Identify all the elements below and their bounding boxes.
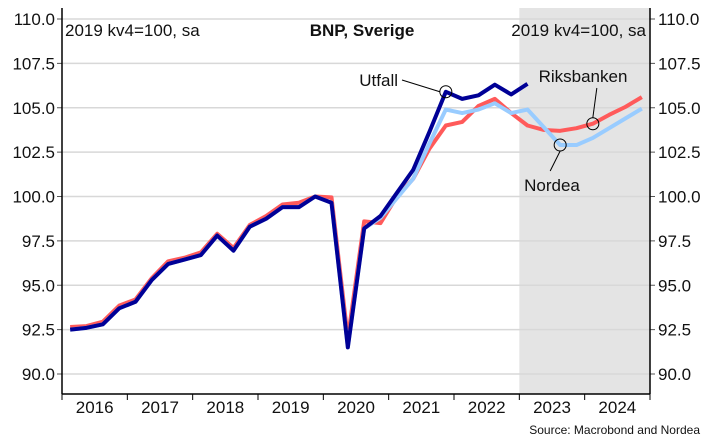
y-tick-label-right: 90.0 xyxy=(658,365,691,384)
annotation-leader xyxy=(549,150,561,172)
right-axis-label: 2019 kv4=100, sa xyxy=(511,21,646,40)
forecast-shade xyxy=(519,8,650,394)
y-tick-label-left: 102.5 xyxy=(12,143,55,162)
y-tick-label-left: 97.5 xyxy=(22,232,55,251)
y-tick-label-left: 105.0 xyxy=(12,99,55,118)
chart-title: BNP, Sverige xyxy=(310,21,415,40)
x-tick-label: 2023 xyxy=(533,398,571,417)
y-tick-label-left: 95.0 xyxy=(22,276,55,295)
annotation-leader xyxy=(592,87,598,118)
x-tick-label: 2024 xyxy=(598,398,636,417)
gridlines xyxy=(62,18,650,375)
y-tick-label-left: 90.0 xyxy=(22,365,55,384)
x-tick-label: 2021 xyxy=(402,398,440,417)
source-note: Source: Macrobond and Nordea xyxy=(529,423,700,437)
y-tick-label-left: 107.5 xyxy=(12,54,55,73)
x-tick-label: 2019 xyxy=(272,398,310,417)
annotation-label-riksbanken: Riksbanken xyxy=(539,67,628,86)
y-tick-label-left: 110.0 xyxy=(14,10,55,29)
left-axis-label: 2019 kv4=100, sa xyxy=(65,21,200,40)
annotation-label-nordea: Nordea xyxy=(524,176,580,195)
annotation-leader xyxy=(401,79,440,93)
y-tick-label-right: 95.0 xyxy=(658,276,691,295)
y-tick-label-right: 100.0 xyxy=(658,188,701,207)
y-tick-label-right: 105.0 xyxy=(658,99,701,118)
y-tick-label-right: 107.5 xyxy=(658,54,701,73)
y-tick-label-left: 92.5 xyxy=(22,321,55,340)
x-tick-label: 2016 xyxy=(76,398,114,417)
x-tick-label: 2020 xyxy=(337,398,375,417)
y-tick-label-right: 97.5 xyxy=(658,232,691,251)
annotation-label-utfall: Utfall xyxy=(359,71,398,90)
x-tick-label: 2022 xyxy=(468,398,506,417)
axes: 90.0 90.0 92.5 92.5 95.0 95.0 97.5 97.5 100.0 100… xyxy=(12,8,701,417)
y-tick-label-right: 102.5 xyxy=(658,143,701,162)
x-tick-label: 2017 xyxy=(141,398,179,417)
annotations: Utfall Riksbanken Nordea xyxy=(359,67,627,195)
y-tick-label-right: 92.5 xyxy=(658,321,691,340)
y-tick-label-right: 110.0 xyxy=(658,10,699,29)
y-tick-label-left: 100.0 xyxy=(12,188,55,207)
x-tick-label: 2018 xyxy=(206,398,244,417)
